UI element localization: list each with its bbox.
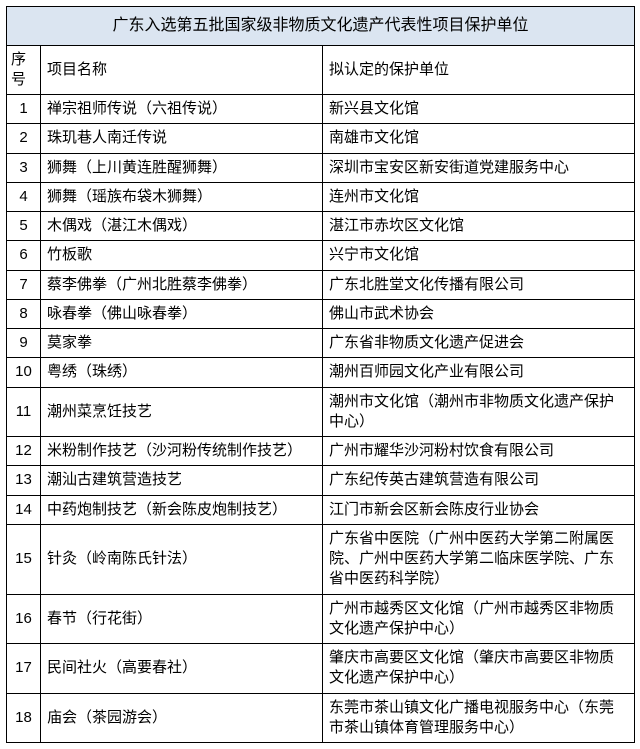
cell-protection-unit: 广州市越秀区文化馆（广州市越秀区非物质文化遗产保护中心） <box>323 594 635 644</box>
cell-index: 14 <box>7 495 41 524</box>
col-header-unit: 拟认定的保护单位 <box>323 45 635 95</box>
table-row: 10粤绣（珠绣）潮州百师园文化产业有限公司 <box>7 358 635 387</box>
cell-index: 5 <box>7 212 41 241</box>
table-body: 1禅宗祖师传说（六祖传说）新兴县文化馆2珠玑巷人南迁传说南雄市文化馆3狮舞（上川… <box>7 95 635 743</box>
cell-index: 4 <box>7 182 41 211</box>
table-row: 11潮州菜烹饪技艺潮州市文化馆（潮州市非物质文化遗产保护中心） <box>7 387 635 437</box>
cell-protection-unit: 深圳市宝安区新安街道党建服务中心 <box>323 153 635 182</box>
cell-index: 11 <box>7 387 41 437</box>
table-row: 2珠玑巷人南迁传说南雄市文化馆 <box>7 124 635 153</box>
cell-project-name: 潮州菜烹饪技艺 <box>41 387 323 437</box>
cell-protection-unit: 肇庆市高要区文化馆（肇庆市高要区非物质文化遗产保护中心） <box>323 644 635 694</box>
cell-protection-unit: 广东北胜堂文化传播有限公司 <box>323 270 635 299</box>
heritage-table: 广东入选第五批国家级非物质文化遗产代表性项目保护单位 序号 项目名称 拟认定的保… <box>6 6 635 743</box>
cell-protection-unit: 江门市新会区新会陈皮行业协会 <box>323 495 635 524</box>
cell-project-name: 木偶戏（湛江木偶戏） <box>41 212 323 241</box>
cell-index: 17 <box>7 644 41 694</box>
table-row: 12米粉制作技艺（沙河粉传统制作技艺）广州市耀华沙河粉村饮食有限公司 <box>7 437 635 466</box>
cell-protection-unit: 南雄市文化馆 <box>323 124 635 153</box>
cell-index: 7 <box>7 270 41 299</box>
table-title: 广东入选第五批国家级非物质文化遗产代表性项目保护单位 <box>7 7 635 46</box>
table-row: 8咏春拳（佛山咏春拳）佛山市武术协会 <box>7 299 635 328</box>
table-row: 9莫家拳广东省非物质文化遗产促进会 <box>7 329 635 358</box>
cell-project-name: 竹板歌 <box>41 241 323 270</box>
cell-project-name: 咏春拳（佛山咏春拳） <box>41 299 323 328</box>
cell-index: 9 <box>7 329 41 358</box>
cell-index: 3 <box>7 153 41 182</box>
cell-protection-unit: 连州市文化馆 <box>323 182 635 211</box>
table-row: 3狮舞（上川黄连胜醒狮舞）深圳市宝安区新安街道党建服务中心 <box>7 153 635 182</box>
cell-index: 10 <box>7 358 41 387</box>
cell-project-name: 蔡李佛拳（广州北胜蔡李佛拳） <box>41 270 323 299</box>
cell-project-name: 莫家拳 <box>41 329 323 358</box>
cell-project-name: 米粉制作技艺（沙河粉传统制作技艺） <box>41 437 323 466</box>
cell-index: 16 <box>7 594 41 644</box>
table-row: 15针灸（岭南陈氏针法）广东省中医院（广州中医药大学第二附属医院、广州中医药大学… <box>7 524 635 594</box>
cell-project-name: 春节（行花街） <box>41 594 323 644</box>
cell-index: 15 <box>7 524 41 594</box>
cell-protection-unit: 佛山市武术协会 <box>323 299 635 328</box>
cell-protection-unit: 潮州市文化馆（潮州市非物质文化遗产保护中心） <box>323 387 635 437</box>
table-row: 13潮汕古建筑营造技艺广东纪传英古建筑营造有限公司 <box>7 466 635 495</box>
cell-protection-unit: 新兴县文化馆 <box>323 95 635 124</box>
table-row: 1禅宗祖师传说（六祖传说）新兴县文化馆 <box>7 95 635 124</box>
table-row: 5木偶戏（湛江木偶戏）湛江市赤坎区文化馆 <box>7 212 635 241</box>
cell-index: 1 <box>7 95 41 124</box>
table-row: 16春节（行花街）广州市越秀区文化馆（广州市越秀区非物质文化遗产保护中心） <box>7 594 635 644</box>
cell-protection-unit: 兴宁市文化馆 <box>323 241 635 270</box>
cell-protection-unit: 广东省非物质文化遗产促进会 <box>323 329 635 358</box>
cell-project-name: 狮舞（上川黄连胜醒狮舞） <box>41 153 323 182</box>
cell-project-name: 民间社火（高要春社） <box>41 644 323 694</box>
cell-project-name: 粤绣（珠绣） <box>41 358 323 387</box>
cell-index: 8 <box>7 299 41 328</box>
table-row: 14中药炮制技艺（新会陈皮炮制技艺）江门市新会区新会陈皮行业协会 <box>7 495 635 524</box>
cell-protection-unit: 广东省中医院（广州中医药大学第二附属医院、广州中医药大学第二临床医学院、广东省中… <box>323 524 635 594</box>
cell-index: 6 <box>7 241 41 270</box>
cell-project-name: 禅宗祖师传说（六祖传说） <box>41 95 323 124</box>
cell-protection-unit: 潮州百师园文化产业有限公司 <box>323 358 635 387</box>
cell-project-name: 庙会（茶园游会） <box>41 693 323 743</box>
cell-index: 12 <box>7 437 41 466</box>
col-header-index: 序号 <box>7 45 41 95</box>
col-header-name: 项目名称 <box>41 45 323 95</box>
cell-index: 18 <box>7 693 41 743</box>
table-row: 18庙会（茶园游会）东莞市茶山镇文化广播电视服务中心（东莞市茶山镇体育管理服务中… <box>7 693 635 743</box>
cell-project-name: 珠玑巷人南迁传说 <box>41 124 323 153</box>
cell-project-name: 狮舞（瑶族布袋木狮舞） <box>41 182 323 211</box>
table-row: 17民间社火（高要春社）肇庆市高要区文化馆（肇庆市高要区非物质文化遗产保护中心） <box>7 644 635 694</box>
cell-protection-unit: 东莞市茶山镇文化广播电视服务中心（东莞市茶山镇体育管理服务中心） <box>323 693 635 743</box>
cell-index: 2 <box>7 124 41 153</box>
cell-project-name: 中药炮制技艺（新会陈皮炮制技艺） <box>41 495 323 524</box>
cell-project-name: 针灸（岭南陈氏针法） <box>41 524 323 594</box>
cell-protection-unit: 湛江市赤坎区文化馆 <box>323 212 635 241</box>
cell-protection-unit: 广东纪传英古建筑营造有限公司 <box>323 466 635 495</box>
table-row: 4狮舞（瑶族布袋木狮舞）连州市文化馆 <box>7 182 635 211</box>
table-row: 6竹板歌兴宁市文化馆 <box>7 241 635 270</box>
cell-index: 13 <box>7 466 41 495</box>
table-row: 7蔡李佛拳（广州北胜蔡李佛拳）广东北胜堂文化传播有限公司 <box>7 270 635 299</box>
cell-protection-unit: 广州市耀华沙河粉村饮食有限公司 <box>323 437 635 466</box>
cell-project-name: 潮汕古建筑营造技艺 <box>41 466 323 495</box>
